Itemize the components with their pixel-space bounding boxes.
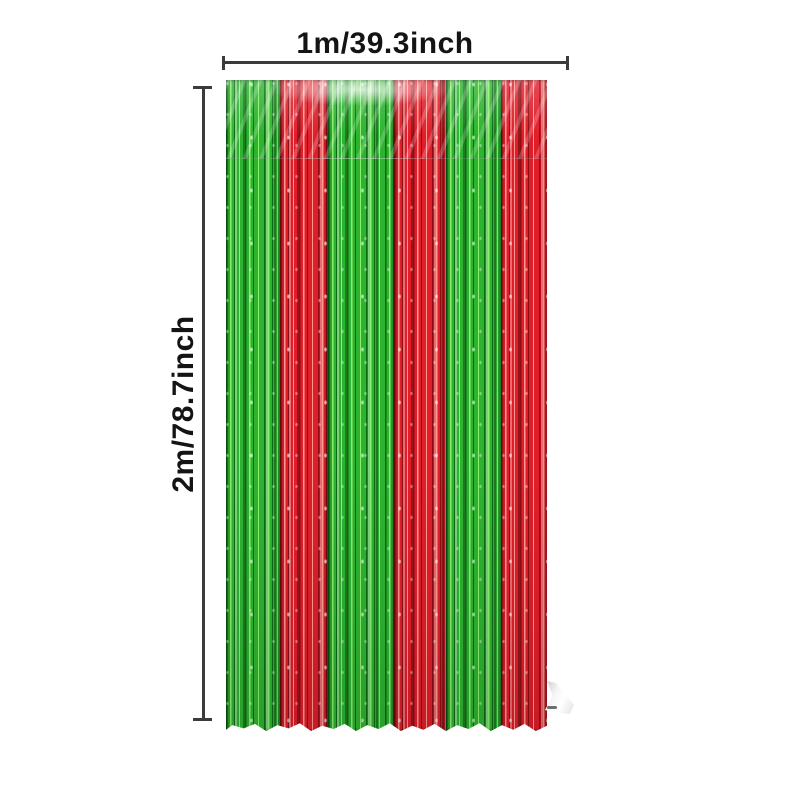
height-dimension-cap-bottom <box>193 718 212 721</box>
fringe-curtain <box>226 80 547 731</box>
sparkle-overlay <box>226 80 547 731</box>
width-dimension-line <box>223 61 569 64</box>
height-dimension-cap-top <box>193 86 212 89</box>
bottom-shading-overlay <box>226 80 547 731</box>
foil-curl-shadow-mark <box>547 706 557 709</box>
height-dimension-label: 2m/78.7inch <box>167 315 200 493</box>
height-dimension-line <box>202 87 205 720</box>
foil-curl <box>545 681 574 714</box>
width-dimension-tick-right <box>566 56 569 70</box>
width-dimension-tick-left <box>222 56 225 70</box>
width-dimension-label: 1m/39.3inch <box>296 27 474 60</box>
